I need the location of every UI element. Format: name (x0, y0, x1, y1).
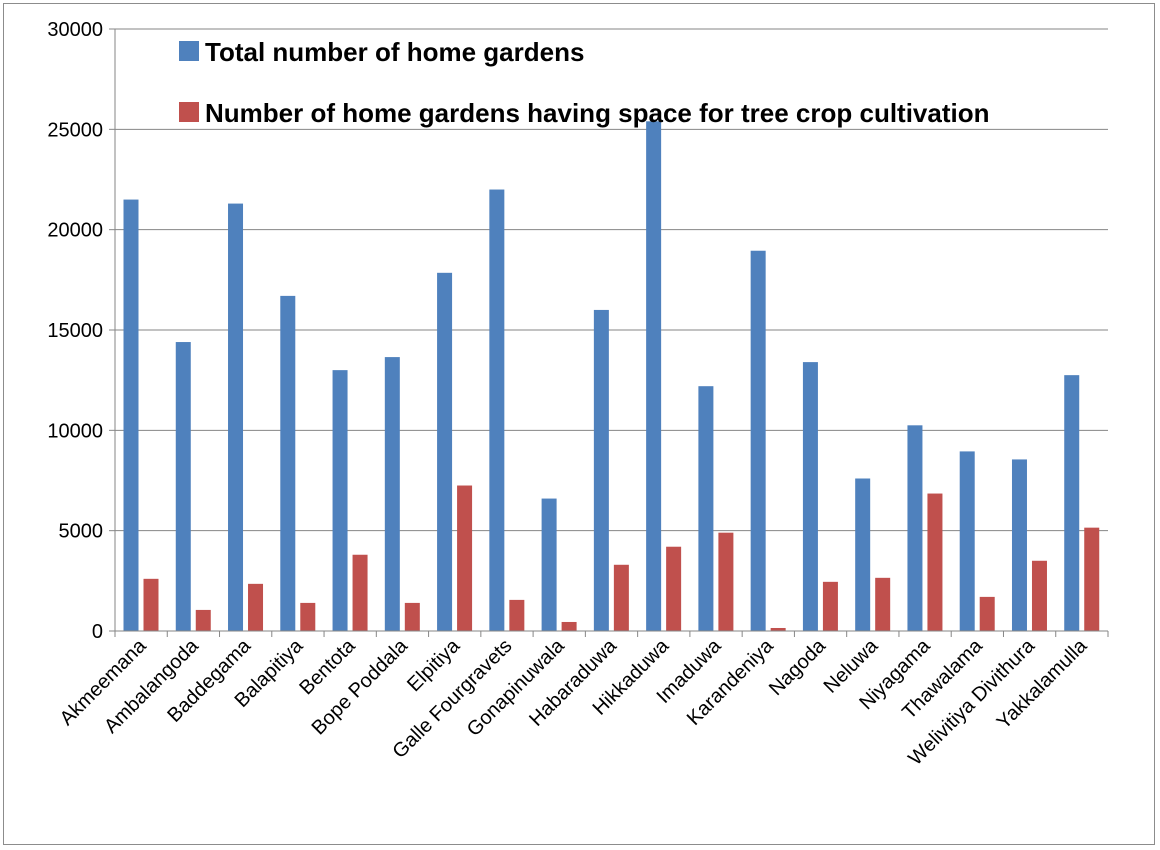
bar-total (959, 451, 975, 631)
bar-total (646, 121, 662, 631)
bar-tree-space (300, 602, 316, 631)
bar-tree-space (248, 583, 264, 631)
bar-total (802, 362, 818, 631)
bar-tree-space (143, 578, 159, 631)
bar-tree-space (979, 596, 995, 631)
legend-swatch (179, 41, 199, 61)
bar-tree-space (822, 581, 838, 631)
category-label: Nagoda (765, 634, 831, 700)
y-tick-label: 20000 (47, 220, 103, 242)
chart-frame (3, 3, 1155, 845)
bar-total (855, 478, 871, 631)
legend-label: Total number of home gardens (205, 37, 584, 67)
bars (123, 121, 1100, 632)
bar-total (698, 386, 714, 631)
bar-total (280, 295, 296, 631)
bar-total (437, 272, 453, 631)
y-tick-label: 5000 (59, 521, 104, 543)
bar-total (123, 199, 139, 632)
bar-tree-space (927, 493, 943, 631)
category-label: Yakkalamulla (993, 634, 1092, 733)
legend-label: Number of home gardens having space for … (205, 98, 990, 128)
bar-total (541, 498, 557, 631)
bar-tree-space (352, 554, 368, 631)
bar-tree-space (404, 602, 420, 631)
bar-total (384, 357, 400, 631)
y-tick-label: 15000 (47, 320, 103, 342)
y-tick-label: 25000 (47, 119, 103, 141)
bar-tree-space (1084, 527, 1100, 631)
bar-total (228, 203, 244, 631)
bar-tree-space (875, 577, 891, 631)
y-tick-label: 0 (92, 621, 103, 643)
bar-tree-space (613, 564, 629, 631)
bar-total (1011, 459, 1027, 631)
bar-tree-space (770, 627, 786, 631)
legend-swatch (179, 102, 199, 122)
bar-tree-space (561, 621, 577, 631)
y-tick-label: 30000 (47, 19, 103, 41)
bar-tree-space (457, 485, 473, 631)
bar-total (489, 189, 505, 632)
bar-total (907, 425, 923, 631)
bar-tree-space (718, 532, 734, 631)
bar-total (1064, 375, 1080, 631)
bar-total (175, 342, 191, 631)
bar-tree-space (509, 599, 525, 631)
axes: 050001000015000200002500030000AkmeemanaA… (47, 19, 1109, 770)
bar-tree-space (666, 546, 682, 631)
bar-total (332, 370, 348, 631)
legend: Total number of home gardens Number of ho… (179, 37, 990, 128)
y-tick-label: 10000 (47, 420, 103, 442)
bar-total (593, 309, 609, 631)
bar-total (750, 250, 766, 631)
bar-tree-space (1031, 560, 1047, 631)
bar-tree-space (195, 609, 211, 631)
